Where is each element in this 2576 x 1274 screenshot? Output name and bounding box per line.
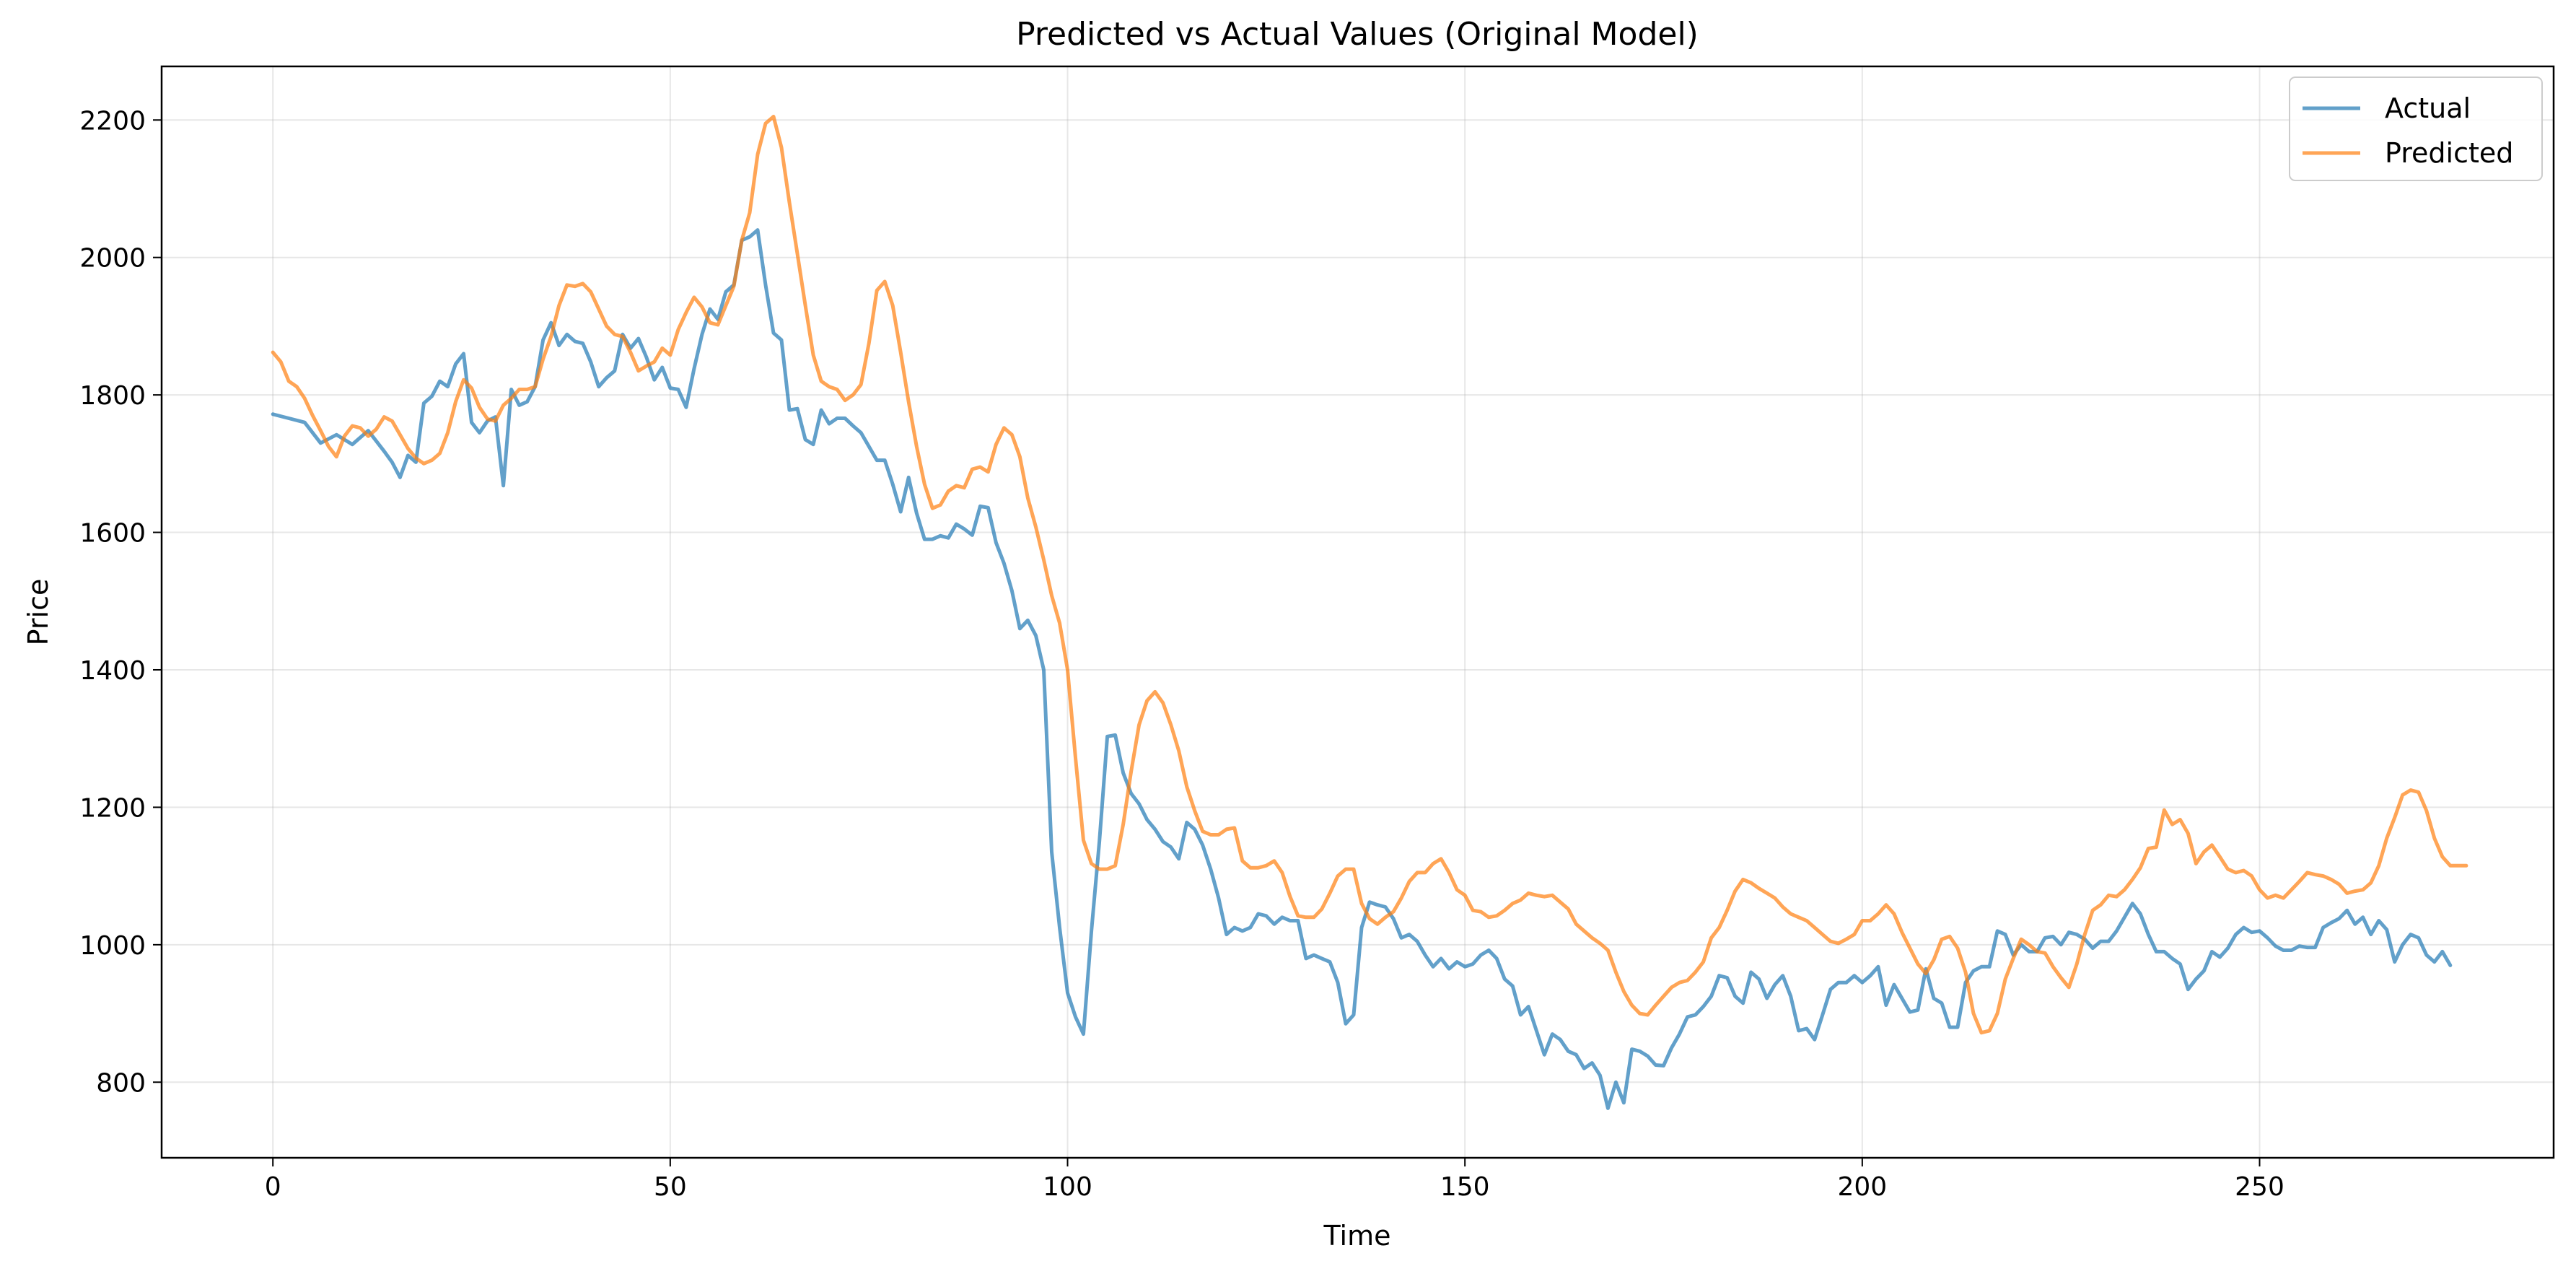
y-tick-label: 2000 [79, 244, 146, 274]
legend: Actual Predicted [2289, 77, 2543, 181]
chart-title: Predicted vs Actual Values (Original Mod… [1016, 16, 1699, 53]
y-axis-ticks: 800 1000 1200 1400 1600 1800 2000 2200 [79, 106, 162, 1098]
legend-label-predicted: Predicted [2385, 137, 2513, 169]
x-tick-label: 50 [654, 1172, 687, 1202]
y-tick-label: 1600 [79, 519, 146, 549]
y-tick-label: 800 [96, 1068, 146, 1098]
x-tick-label: 0 [265, 1172, 281, 1202]
x-tick-label: 100 [1043, 1172, 1092, 1202]
y-tick-label: 1000 [79, 931, 146, 961]
x-axis-ticks: 0 50 100 150 200 250 [265, 1158, 2284, 1202]
plot-frame [160, 65, 2555, 1159]
y-tick-label: 1400 [79, 656, 146, 686]
x-axis-label: Time [1323, 1220, 1391, 1252]
y-tick-label: 2200 [79, 106, 146, 136]
y-tick-label: 1800 [79, 381, 146, 411]
legend-label-actual: Actual [2385, 92, 2471, 124]
y-axis-label: Price [22, 579, 54, 646]
x-tick-label: 250 [2235, 1172, 2284, 1202]
series-line-predicted [271, 115, 2468, 1035]
series-lines [271, 115, 2468, 1110]
y-tick-label: 1200 [79, 793, 146, 823]
grid [162, 66, 2554, 1158]
x-tick-label: 200 [1837, 1172, 1887, 1202]
x-tick-label: 150 [1440, 1172, 1490, 1202]
